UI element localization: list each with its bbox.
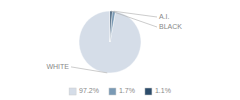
- legend-label: 1.7%: [119, 87, 135, 94]
- legend: 97.2% 1.7% 1.1%: [69, 87, 171, 95]
- slice-label: WHITE: [46, 63, 69, 70]
- legend-swatch: [109, 88, 116, 95]
- legend-item: 1.1%: [145, 87, 171, 95]
- leader-line: [71, 67, 107, 73]
- chart: WHITE A.I. BLACK 97.2% 1.7% 1.1%: [0, 0, 240, 100]
- legend-item: 1.7%: [109, 87, 135, 95]
- leader-line: [111, 11, 157, 27]
- legend-label: 1.1%: [155, 87, 171, 94]
- pie-slice: [110, 11, 112, 42]
- annotations: WHITE A.I. BLACK: [46, 11, 182, 73]
- pie-slice: [79, 11, 141, 73]
- slice-label: BLACK: [159, 23, 182, 30]
- legend-label: 97.2%: [79, 87, 99, 94]
- pie-slice: [110, 11, 115, 42]
- pie: [79, 11, 141, 73]
- slice-label: A.I.: [159, 13, 170, 20]
- legend-item: 97.2%: [69, 87, 99, 95]
- legend-swatch: [69, 88, 76, 95]
- legend-swatch: [145, 88, 152, 95]
